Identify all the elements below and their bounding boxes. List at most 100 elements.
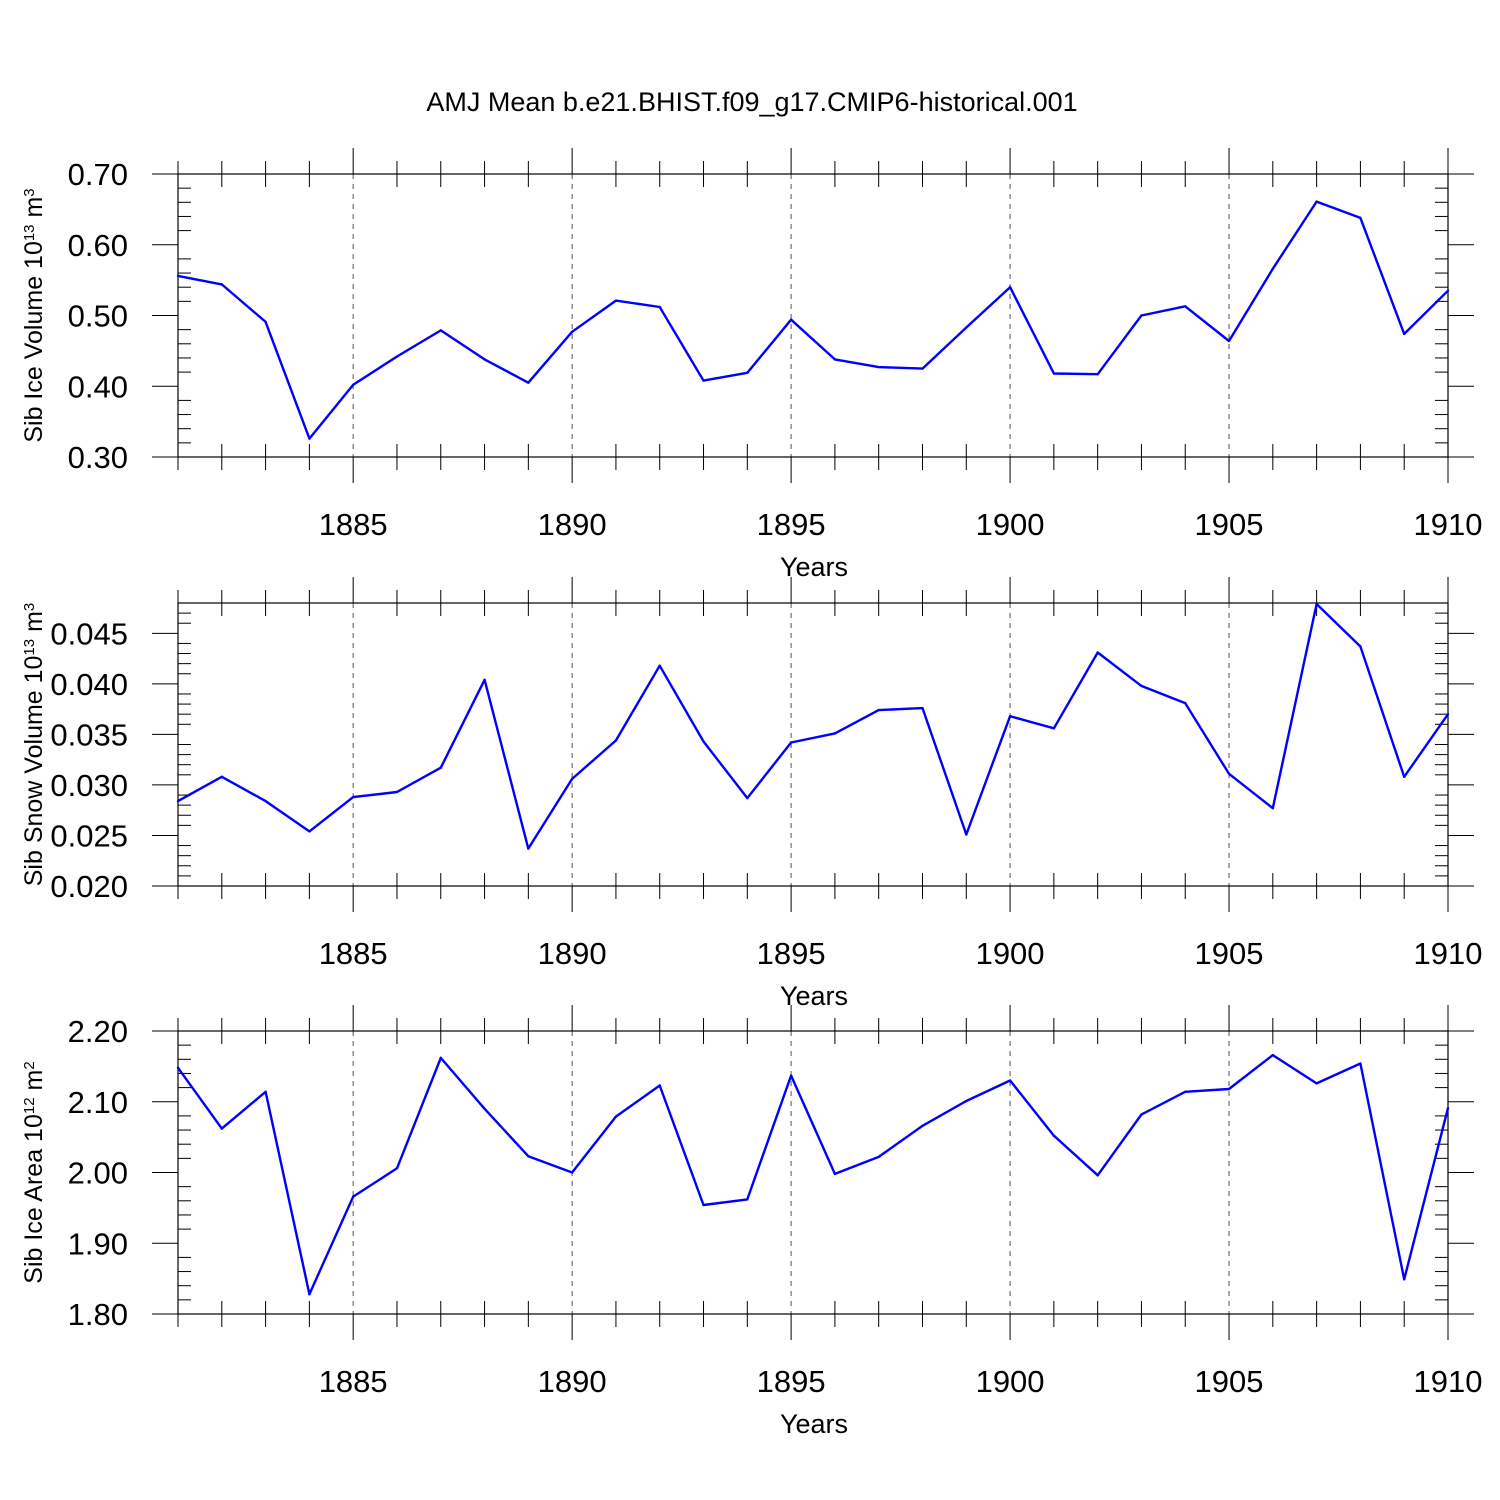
y-axis-label-text: Sib Snow Volume 10 <box>20 656 48 887</box>
data-point <box>1315 1082 1318 1085</box>
panels: 0.30 0.40 0.50 0.60 0.70 1885 1890 1895 1900 1905… <box>20 148 1482 1439</box>
y-axis-label-exponent: 13 <box>21 224 38 241</box>
x-tick-label: 1885 <box>319 1364 388 1399</box>
plot-frame <box>177 173 1449 458</box>
data-point <box>1403 1278 1406 1281</box>
panel-3: 1.80 1.90 2.00 2.10 2.20 1885 1890 1895 1900 1905… <box>20 1005 1482 1439</box>
data-point <box>1140 314 1143 317</box>
data-point <box>658 664 661 667</box>
x-tick-label: 1895 <box>757 507 826 542</box>
data-point <box>220 775 223 779</box>
data-point <box>351 383 355 387</box>
data-point <box>264 1090 267 1094</box>
data-point <box>220 283 223 286</box>
y-tick-label: 0.50 <box>68 299 128 334</box>
x-tick-label: 1905 <box>1195 507 1264 542</box>
data-point <box>1315 200 1318 203</box>
data-point <box>965 326 968 329</box>
data-point <box>1052 727 1056 730</box>
data-point <box>1140 684 1143 688</box>
data-point <box>570 330 574 333</box>
y-tick-label: 0.020 <box>50 869 128 904</box>
data-point <box>220 1127 223 1130</box>
data-point <box>789 318 793 321</box>
data-point <box>308 437 311 440</box>
y-axis-label-unit-exponent: 3 <box>21 603 38 611</box>
x-axis-label: Years <box>780 981 848 1011</box>
data-point <box>1008 286 1012 289</box>
y-tick-label: 1.90 <box>68 1226 128 1261</box>
data-point <box>921 1124 924 1128</box>
data-point <box>789 1074 793 1077</box>
data-point <box>614 299 618 302</box>
x-tick-label: 1885 <box>319 936 388 971</box>
x-tick-label: 1895 <box>757 1364 826 1399</box>
y-axis-label-unit: m <box>20 611 48 639</box>
panel-2: 0.020 0.025 0.030 0.035 0.040 0.045 1885 1890 18… <box>20 577 1482 1011</box>
y-tick-label: 2.10 <box>68 1085 128 1120</box>
y-axis-label: Sib Ice Area 1012 m2 <box>20 1061 48 1283</box>
data-point <box>1227 772 1231 776</box>
data-point <box>1446 1106 1450 1110</box>
data-point <box>1227 1087 1231 1091</box>
data-point <box>439 766 442 769</box>
y-tick-label: 0.60 <box>68 228 128 263</box>
data-point <box>877 708 880 712</box>
y-tick-label: 0.035 <box>50 717 128 752</box>
data-point <box>746 371 749 375</box>
y-axis-label-unit: m <box>20 1070 48 1098</box>
x-tick-label: 1890 <box>538 507 607 542</box>
data-point <box>395 1167 399 1170</box>
data-point <box>833 358 837 361</box>
y-axis-label-unit: m <box>20 197 48 225</box>
x-axis-label: Years <box>780 1409 848 1439</box>
x-tick-label: 1905 <box>1195 936 1264 971</box>
data-point <box>308 830 311 833</box>
panel-1: 0.30 0.40 0.50 0.60 0.70 1885 1890 1895 1900 1905… <box>20 148 1482 582</box>
data-point <box>702 1203 705 1207</box>
data-point <box>789 741 793 744</box>
data-point <box>1184 305 1187 308</box>
y-tick-label: 0.030 <box>50 768 128 803</box>
x-tick-label: 1910 <box>1414 1364 1483 1399</box>
data-point <box>921 367 924 370</box>
y-tick-label: 1.80 <box>68 1297 128 1332</box>
data-point <box>833 1172 837 1176</box>
data-point <box>1184 701 1187 705</box>
data-point <box>176 274 180 278</box>
y-tick-label: 2.20 <box>68 1014 128 1049</box>
x-tick-label: 1905 <box>1195 1364 1264 1399</box>
data-point <box>483 358 486 361</box>
data-point <box>1008 1079 1012 1082</box>
series-line <box>177 1053 1450 1296</box>
data-point <box>1140 1113 1143 1116</box>
data-point <box>439 329 442 332</box>
data-point <box>1315 602 1318 606</box>
data-point <box>614 739 618 742</box>
x-tick-label: 1885 <box>319 507 388 542</box>
y-axis-label: Sib Ice Volume 1013 m3 <box>20 188 48 442</box>
data-point <box>1271 1053 1275 1057</box>
x-tick-label: 1900 <box>976 507 1045 542</box>
y-tick-label: 0.70 <box>68 157 128 192</box>
data-point <box>877 1155 880 1159</box>
data-point <box>1359 645 1362 648</box>
y-axis-label-unit-exponent: 3 <box>21 188 38 196</box>
data-point <box>483 678 486 682</box>
data-point <box>1008 715 1012 718</box>
series-line <box>177 200 1449 440</box>
data-point <box>1227 339 1231 343</box>
data-point <box>877 365 880 369</box>
data-point <box>176 1066 180 1069</box>
data-point <box>1096 373 1099 376</box>
data-point <box>1271 806 1275 810</box>
data-point <box>1359 216 1362 220</box>
data-point <box>264 799 267 803</box>
data-point <box>439 1056 442 1060</box>
data-point <box>1359 1062 1362 1065</box>
y-axis-label-text: Sib Ice Volume 10 <box>20 241 48 443</box>
plot-frame <box>177 602 1449 887</box>
x-tick-label: 1890 <box>538 936 607 971</box>
data-point <box>570 777 574 781</box>
data-point <box>1096 1174 1099 1177</box>
